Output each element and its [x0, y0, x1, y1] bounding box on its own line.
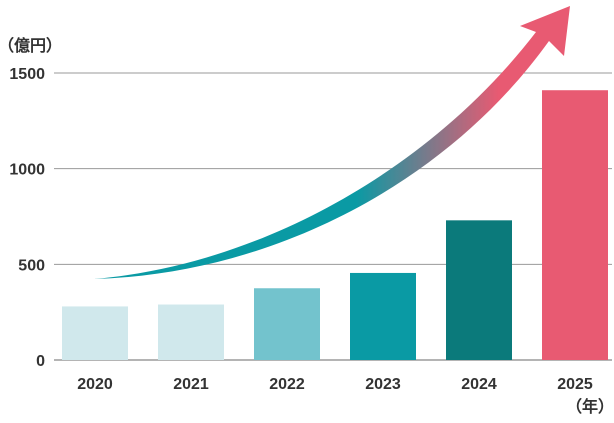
- y-axis-unit: （億円）: [0, 36, 62, 55]
- bar-2023: [350, 272, 416, 360]
- bar-2022: [254, 288, 320, 360]
- x-tick-label: 2021: [173, 376, 209, 393]
- bar-2021: [158, 304, 224, 360]
- x-tick-label: 2024: [461, 376, 497, 393]
- y-tick-labels: 0 500 1000 1500: [9, 66, 45, 370]
- bars: [62, 90, 608, 360]
- y-tick-label: 500: [18, 257, 45, 274]
- x-tick-labels: 2020 2021 2022 2023 2024 2025: [77, 376, 593, 393]
- x-tick-label: 2025: [557, 376, 593, 393]
- y-tick-label: 1000: [9, 162, 45, 179]
- bar-2020: [62, 306, 128, 360]
- y-tick-label: 1500: [9, 66, 45, 83]
- x-tick-label: 2023: [365, 376, 401, 393]
- x-tick-label: 2022: [269, 376, 305, 393]
- x-axis-unit: （年）: [566, 397, 614, 416]
- y-tick-label: 0: [36, 353, 45, 370]
- bar-2025: [542, 90, 608, 360]
- x-tick-label: 2020: [77, 376, 113, 393]
- bar-2024: [446, 220, 512, 360]
